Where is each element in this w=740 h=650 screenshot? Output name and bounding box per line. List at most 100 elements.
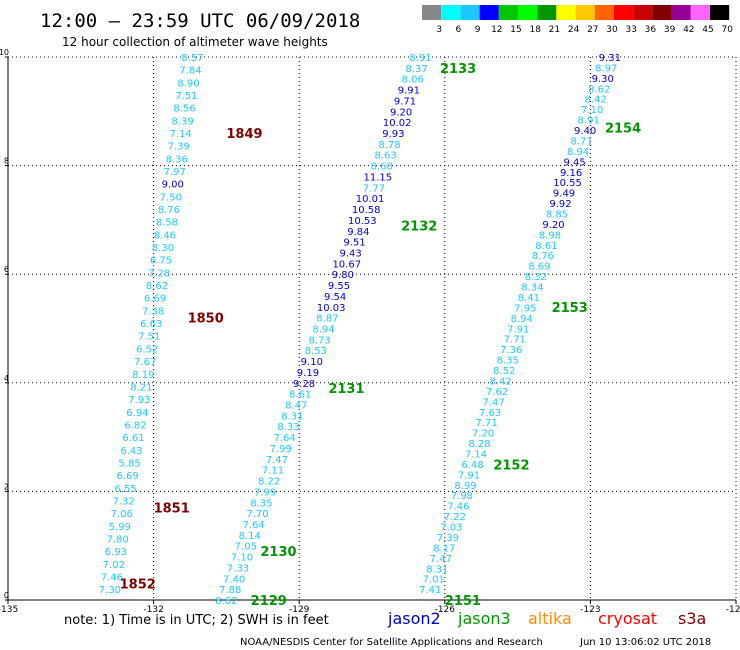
wave-height-value: 7.93 — [128, 395, 150, 406]
wave-height-value: 6.82 — [124, 420, 146, 431]
wave-height-value: 7.51 — [175, 91, 197, 102]
wave-height-value: 9.30 — [592, 74, 614, 85]
pass-label: 2153 — [552, 301, 588, 316]
wave-height-value: 9.43 — [340, 248, 362, 259]
legend-label: 30 — [606, 25, 618, 35]
wave-height-value: 6.93 — [105, 547, 127, 558]
wave-height-value: 8.62 — [215, 596, 237, 607]
legend-label: 6 — [456, 25, 462, 35]
wave-height-value: 8.06 — [402, 75, 424, 86]
satellite-label: altika — [528, 609, 572, 628]
legend-swatch — [594, 5, 614, 20]
wave-height-value: 8.56 — [173, 104, 195, 115]
legend-label: 12 — [491, 25, 502, 35]
wave-height-value: 8.57 — [181, 53, 203, 64]
wave-height-value: 10.58 — [352, 205, 381, 216]
legend-label: 36 — [645, 25, 657, 35]
wave-height-value: 7.39 — [168, 142, 190, 153]
satellite-label: cryosat — [598, 609, 657, 628]
wave-height-value: 9.40 — [574, 126, 596, 137]
pass-label: 2152 — [493, 458, 529, 473]
wave-height-value: 8.42 — [585, 95, 607, 106]
wave-height-value: 7.46 — [447, 502, 469, 513]
wave-height-value: 8.78 — [378, 140, 400, 151]
wave-height-value: 8.22 — [258, 477, 280, 488]
satellite-label: s3a — [678, 609, 706, 628]
wave-height-value: 8.53 — [305, 346, 327, 357]
wave-height-value: 8.35 — [497, 356, 519, 367]
legend-swatch — [518, 5, 538, 20]
wave-height-value: 6.55 — [115, 484, 137, 495]
wave-height-value: 8.37 — [406, 64, 428, 75]
wave-height-value: 7.30 — [99, 585, 121, 596]
wave-height-value: 7.99 — [270, 444, 292, 455]
wave-height-value: 10.67 — [332, 259, 361, 270]
pass-label: 2132 — [401, 219, 437, 234]
wave-height-value: 8.39 — [171, 116, 193, 127]
wave-height-value: 8.76 — [158, 205, 180, 216]
wave-height-value: 7.47 — [430, 554, 452, 565]
wave-height-value: 7.97 — [164, 167, 186, 178]
wave-height-value: 7.88 — [219, 585, 241, 596]
pass-label: 2129 — [251, 594, 287, 609]
pass-label: 2154 — [605, 122, 641, 137]
wave-height-value: 9.92 — [549, 199, 571, 210]
plot-area — [7, 57, 736, 601]
wave-height-value: 5.85 — [118, 458, 140, 469]
wave-height-value: 8.21 — [130, 382, 152, 393]
legend-swatch — [422, 5, 442, 20]
legend-swatch — [556, 5, 576, 20]
wave-height-value: 7.80 — [107, 534, 129, 545]
wave-height-value: 8.17 — [433, 543, 455, 554]
wave-height-value: 7.47 — [482, 397, 504, 408]
wave-height-value: 9.16 — [560, 168, 582, 179]
wave-height-value: 8.99 — [454, 481, 476, 492]
wave-height-value: 8.14 — [239, 531, 261, 542]
legend-swatch — [441, 5, 461, 20]
wave-height-value: 7.01 — [423, 575, 445, 586]
legend-label: 45 — [702, 25, 713, 35]
wave-height-value: 8.52 — [493, 366, 515, 377]
wave-height-value: 10.53 — [348, 216, 377, 227]
legend-swatch — [479, 5, 499, 20]
wave-height-value: 7.91 — [458, 470, 480, 481]
wave-height-value: 7.84 — [179, 66, 201, 77]
y-tick-label: 6 — [4, 265, 9, 274]
wave-height-value: 8.76 — [532, 251, 554, 262]
wave-height-value: 8.47 — [285, 401, 307, 412]
wave-height-value: 7.36 — [500, 345, 522, 356]
pass-label: 2151 — [445, 594, 481, 609]
wave-height-value: 8.34 — [521, 283, 543, 294]
wave-height-value: 9.71 — [394, 96, 416, 107]
wave-height-value: 9.45 — [563, 157, 585, 168]
pass-label: 2131 — [328, 382, 364, 397]
wave-height-value: 8.90 — [177, 78, 199, 89]
pass-label: 1849 — [226, 127, 262, 142]
wave-height-value: 7.47 — [266, 455, 288, 466]
wave-height-value: 7.06 — [111, 509, 133, 520]
wave-height-value: 7.40 — [223, 574, 245, 585]
legend-swatch — [537, 5, 557, 20]
grid-lines — [8, 56, 737, 600]
legend-label: 15 — [510, 25, 521, 35]
x-tick-label: -123 — [580, 605, 600, 615]
wave-height-value: 7.71 — [475, 418, 497, 429]
legend-swatch — [498, 5, 518, 20]
pass-label: 2133 — [440, 62, 476, 77]
wave-height-value: 6.48 — [461, 460, 483, 471]
legend-swatch — [633, 5, 653, 20]
y-tick-label: 8 — [4, 157, 9, 166]
wave-height-value: 8.62 — [588, 84, 610, 95]
wave-height-values: 7.307.467.026.937.805.997.067.326.556.69… — [99, 53, 621, 607]
legend-swatch — [710, 5, 730, 20]
wave-height-value: 8.73 — [308, 335, 330, 346]
wave-height-value: 8.69 — [528, 262, 550, 273]
y-tick-label: 0 — [4, 591, 9, 600]
satellite-legend: jason2 jason3 altika cryosat s3a — [387, 609, 706, 628]
wave-height-value: 9.00 — [162, 180, 184, 191]
wave-height-value: 9.80 — [332, 270, 354, 281]
legend-label: 9 — [475, 25, 481, 35]
satellite-label: jason3 — [457, 609, 511, 628]
legend-swatch — [671, 5, 691, 20]
wave-height-value: 9.51 — [343, 238, 365, 249]
